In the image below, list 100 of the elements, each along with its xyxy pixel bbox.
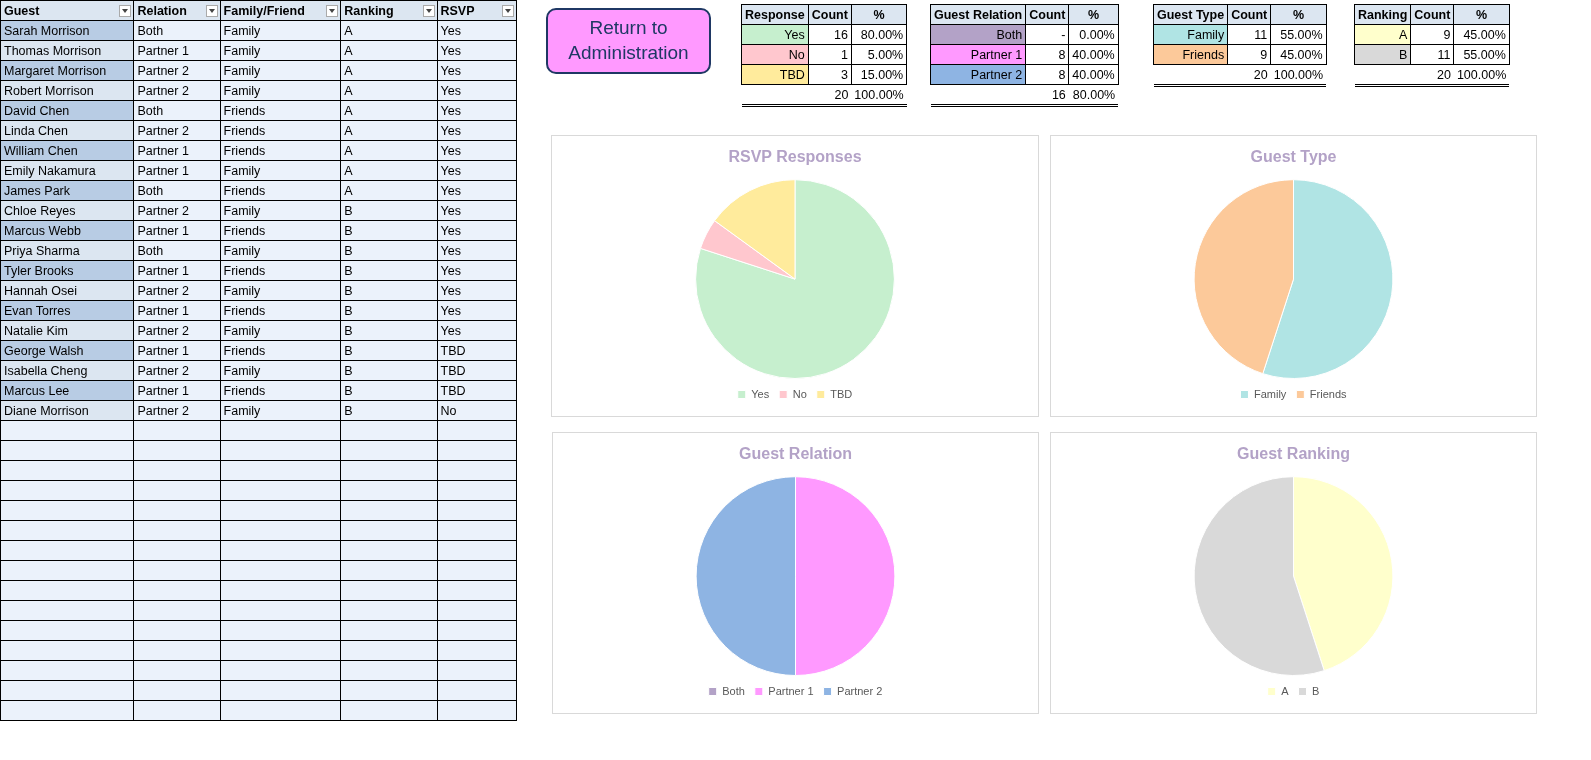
text: Yes [440,323,461,338]
text: A [344,143,353,158]
text: Friends [223,343,266,358]
text: B [344,243,353,258]
category-label: Count [1410,4,1454,25]
text: Partner 2 [137,123,189,138]
text: Partner 2 [137,203,189,218]
text: Yes [440,103,461,118]
text: 55.00% [1463,47,1506,62]
text: Friends [223,103,266,118]
text: Both [137,183,164,198]
text: Friends [223,383,266,398]
text: A [344,163,353,178]
text: Family [223,63,261,78]
text: A [344,123,353,138]
legend-label: Partner 1 [768,684,814,697]
text: Yes [440,203,461,218]
text: William Chen [4,143,78,158]
text: Partner 1 [137,263,189,278]
text: Family [223,43,261,58]
text: 8 [1058,47,1066,62]
text: Emily Nakamura [4,163,96,178]
text: B [344,343,353,358]
text: 11 [1254,27,1268,42]
text: Sarah Morrison [4,23,90,38]
text: Evan Torres [4,303,71,318]
text: TBD [440,363,466,378]
text: Yes [440,83,461,98]
text: Partner 1 [137,383,189,398]
text: B [344,403,353,418]
text: Partner 1 [137,143,189,158]
legend-label: No [792,387,807,400]
text: Family [223,83,261,98]
text: 9 [1260,47,1268,62]
text: Both [996,27,1023,42]
text: Marcus Webb [4,223,81,238]
chart-title: Guest Ranking [1237,445,1350,463]
text: Partner 2 [137,283,189,298]
category-label: Ranking [340,0,437,21]
text: Yes [440,143,461,158]
category-label: Family/Friend [220,0,341,21]
text: Partner 2 [137,323,189,338]
text: Partner 1 [137,43,189,58]
text: 11 [1437,47,1451,62]
text: Friends [223,303,266,318]
text: 55.00% [1280,27,1323,42]
text: Friends [223,183,266,198]
category-label: % [1068,4,1119,25]
category-label: % [1453,4,1510,25]
text: 80.00% [1072,87,1116,102]
text: B [344,303,353,318]
text: Partner 2 [137,83,189,98]
text: George Walsh [4,343,84,358]
text: 45.00% [1280,47,1323,62]
category-label: Count [1025,4,1069,25]
text: B [344,383,353,398]
text: Partner 1 [137,303,189,318]
text: TBD [440,383,466,398]
category-label: Ranking [1354,4,1411,25]
text: Partner 2 [137,363,189,378]
text: 80.00% [860,27,904,42]
text: TBD [779,67,805,82]
text: Yes [440,63,461,78]
text: Both [137,103,164,118]
text: 3 [840,67,848,82]
category-label: Response [741,4,809,25]
text: Robert Morrison [4,83,94,98]
category-label: Guest [0,0,134,21]
text: 40.00% [1072,47,1115,62]
text: Hannah Osei [4,283,77,298]
text: Linda Chen [4,123,68,138]
text: Both [137,23,164,38]
text: Diane Morrison [4,403,89,418]
text: Family [223,283,261,298]
text: Partner 2 [137,63,189,78]
text: TBD [440,343,466,358]
text: Both [137,243,164,258]
text: 100.00% [1456,67,1507,82]
text: 1 [840,47,848,62]
text: 45.00% [1463,27,1506,42]
text: 100.00% [854,87,904,102]
text: B [344,203,353,218]
text: 40.00% [1072,67,1115,82]
text: No [788,47,805,62]
text: Yes [440,163,461,178]
category-label: Guest Type [1153,4,1228,25]
text: 20 [1437,67,1451,82]
text: A [344,183,353,198]
text: 16 [833,27,848,42]
text: Friends [1182,47,1225,62]
legend-label: B [1312,684,1320,697]
text: A [1398,27,1408,42]
text: 20 [1253,67,1268,82]
text: Partner 1 [970,47,1023,62]
chart-title: Guest Type [1250,148,1337,166]
text: B [1398,47,1408,62]
text: A [344,23,353,38]
text: Partner 2 [970,67,1023,82]
text: Partner 1 [137,223,189,238]
text: Family [223,363,261,378]
